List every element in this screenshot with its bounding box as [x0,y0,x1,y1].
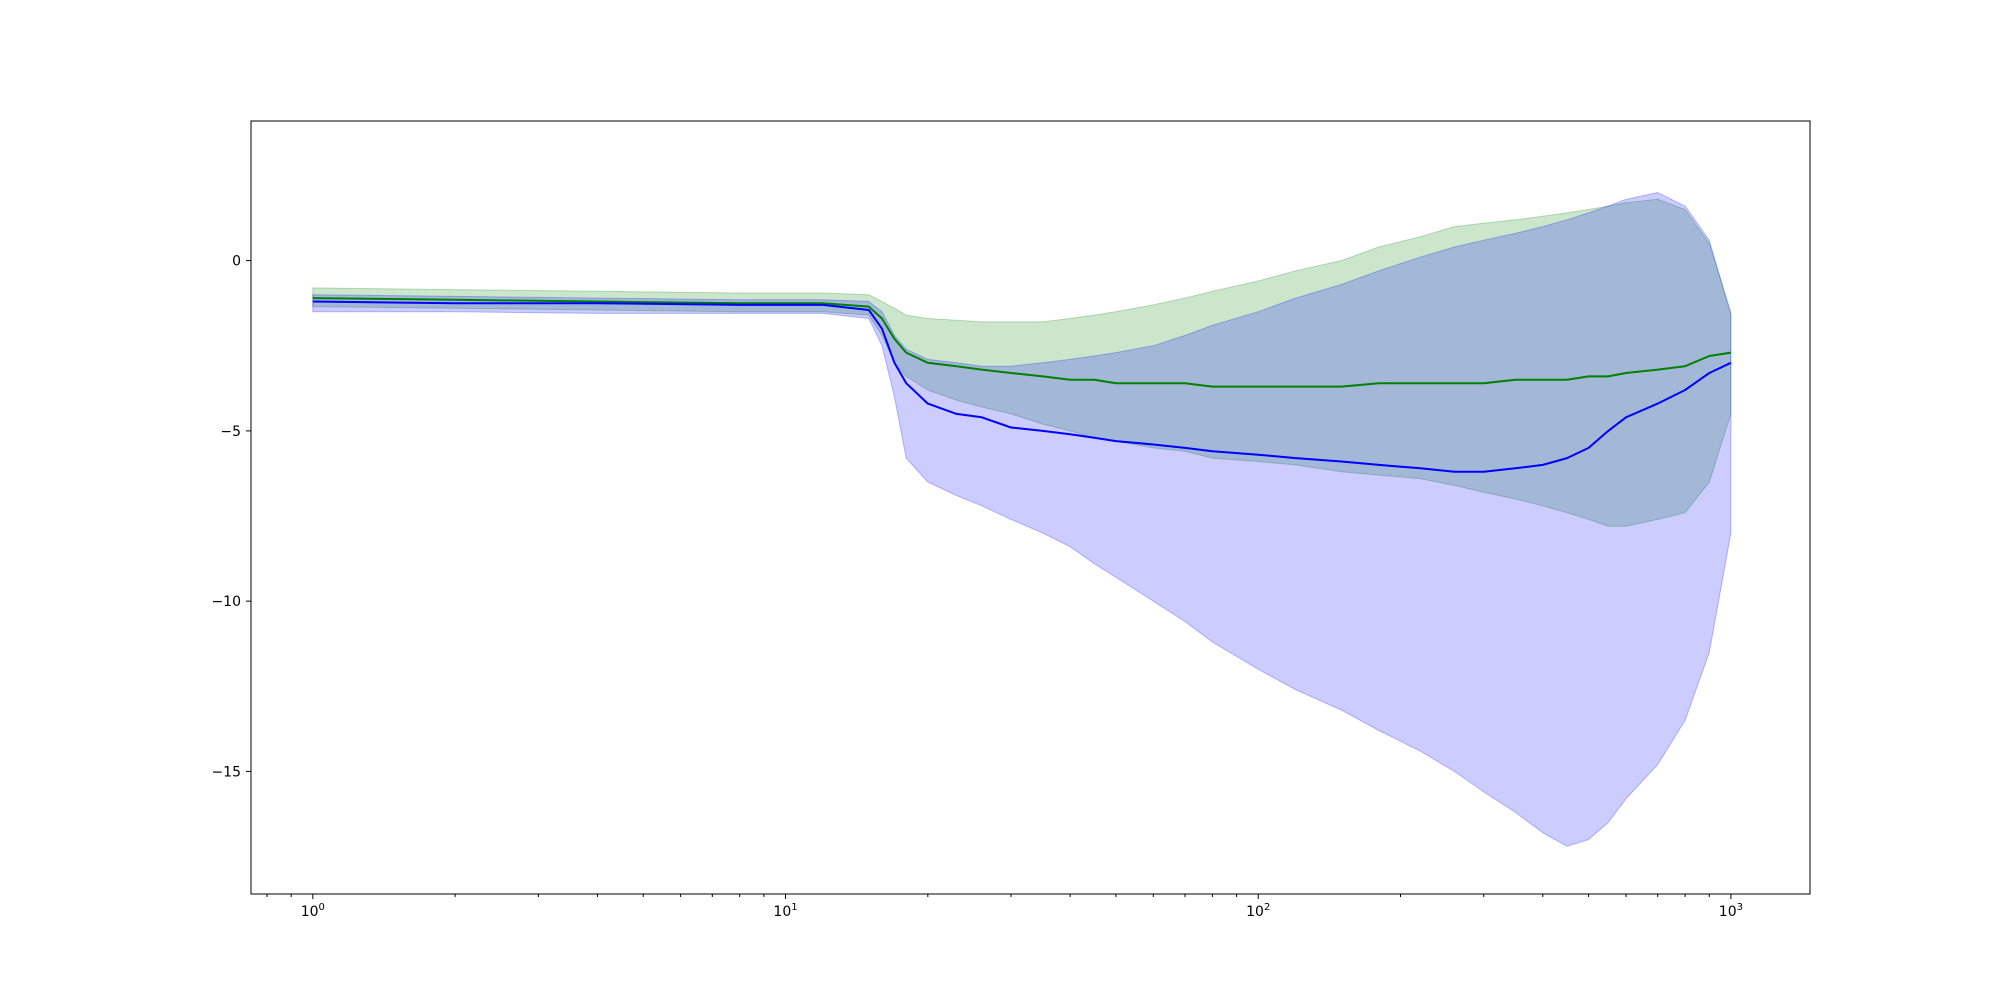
x-tick-label: 102 [1246,902,1270,920]
series-2-band [312,191,1732,847]
x-tick-label: 101 [773,902,797,920]
plot-frame [250,120,1811,895]
series-2-line [312,300,1732,473]
y-tick-label: −10 [211,594,241,610]
series-lines [312,297,1732,473]
confidence-bands [312,191,1732,847]
y-tick-label: −15 [211,764,241,780]
series-1-line [312,297,1732,388]
y-tick-label: −5 [220,424,241,440]
x-tick-label: 100 [301,902,325,920]
series-1-band [312,198,1732,527]
y-tick-label: 0 [232,254,241,270]
x-axis: 100 101 102 103 [266,894,1743,920]
x-tick-label: 103 [1719,902,1743,920]
y-axis: 0 −5 −10 −15 [211,254,251,780]
